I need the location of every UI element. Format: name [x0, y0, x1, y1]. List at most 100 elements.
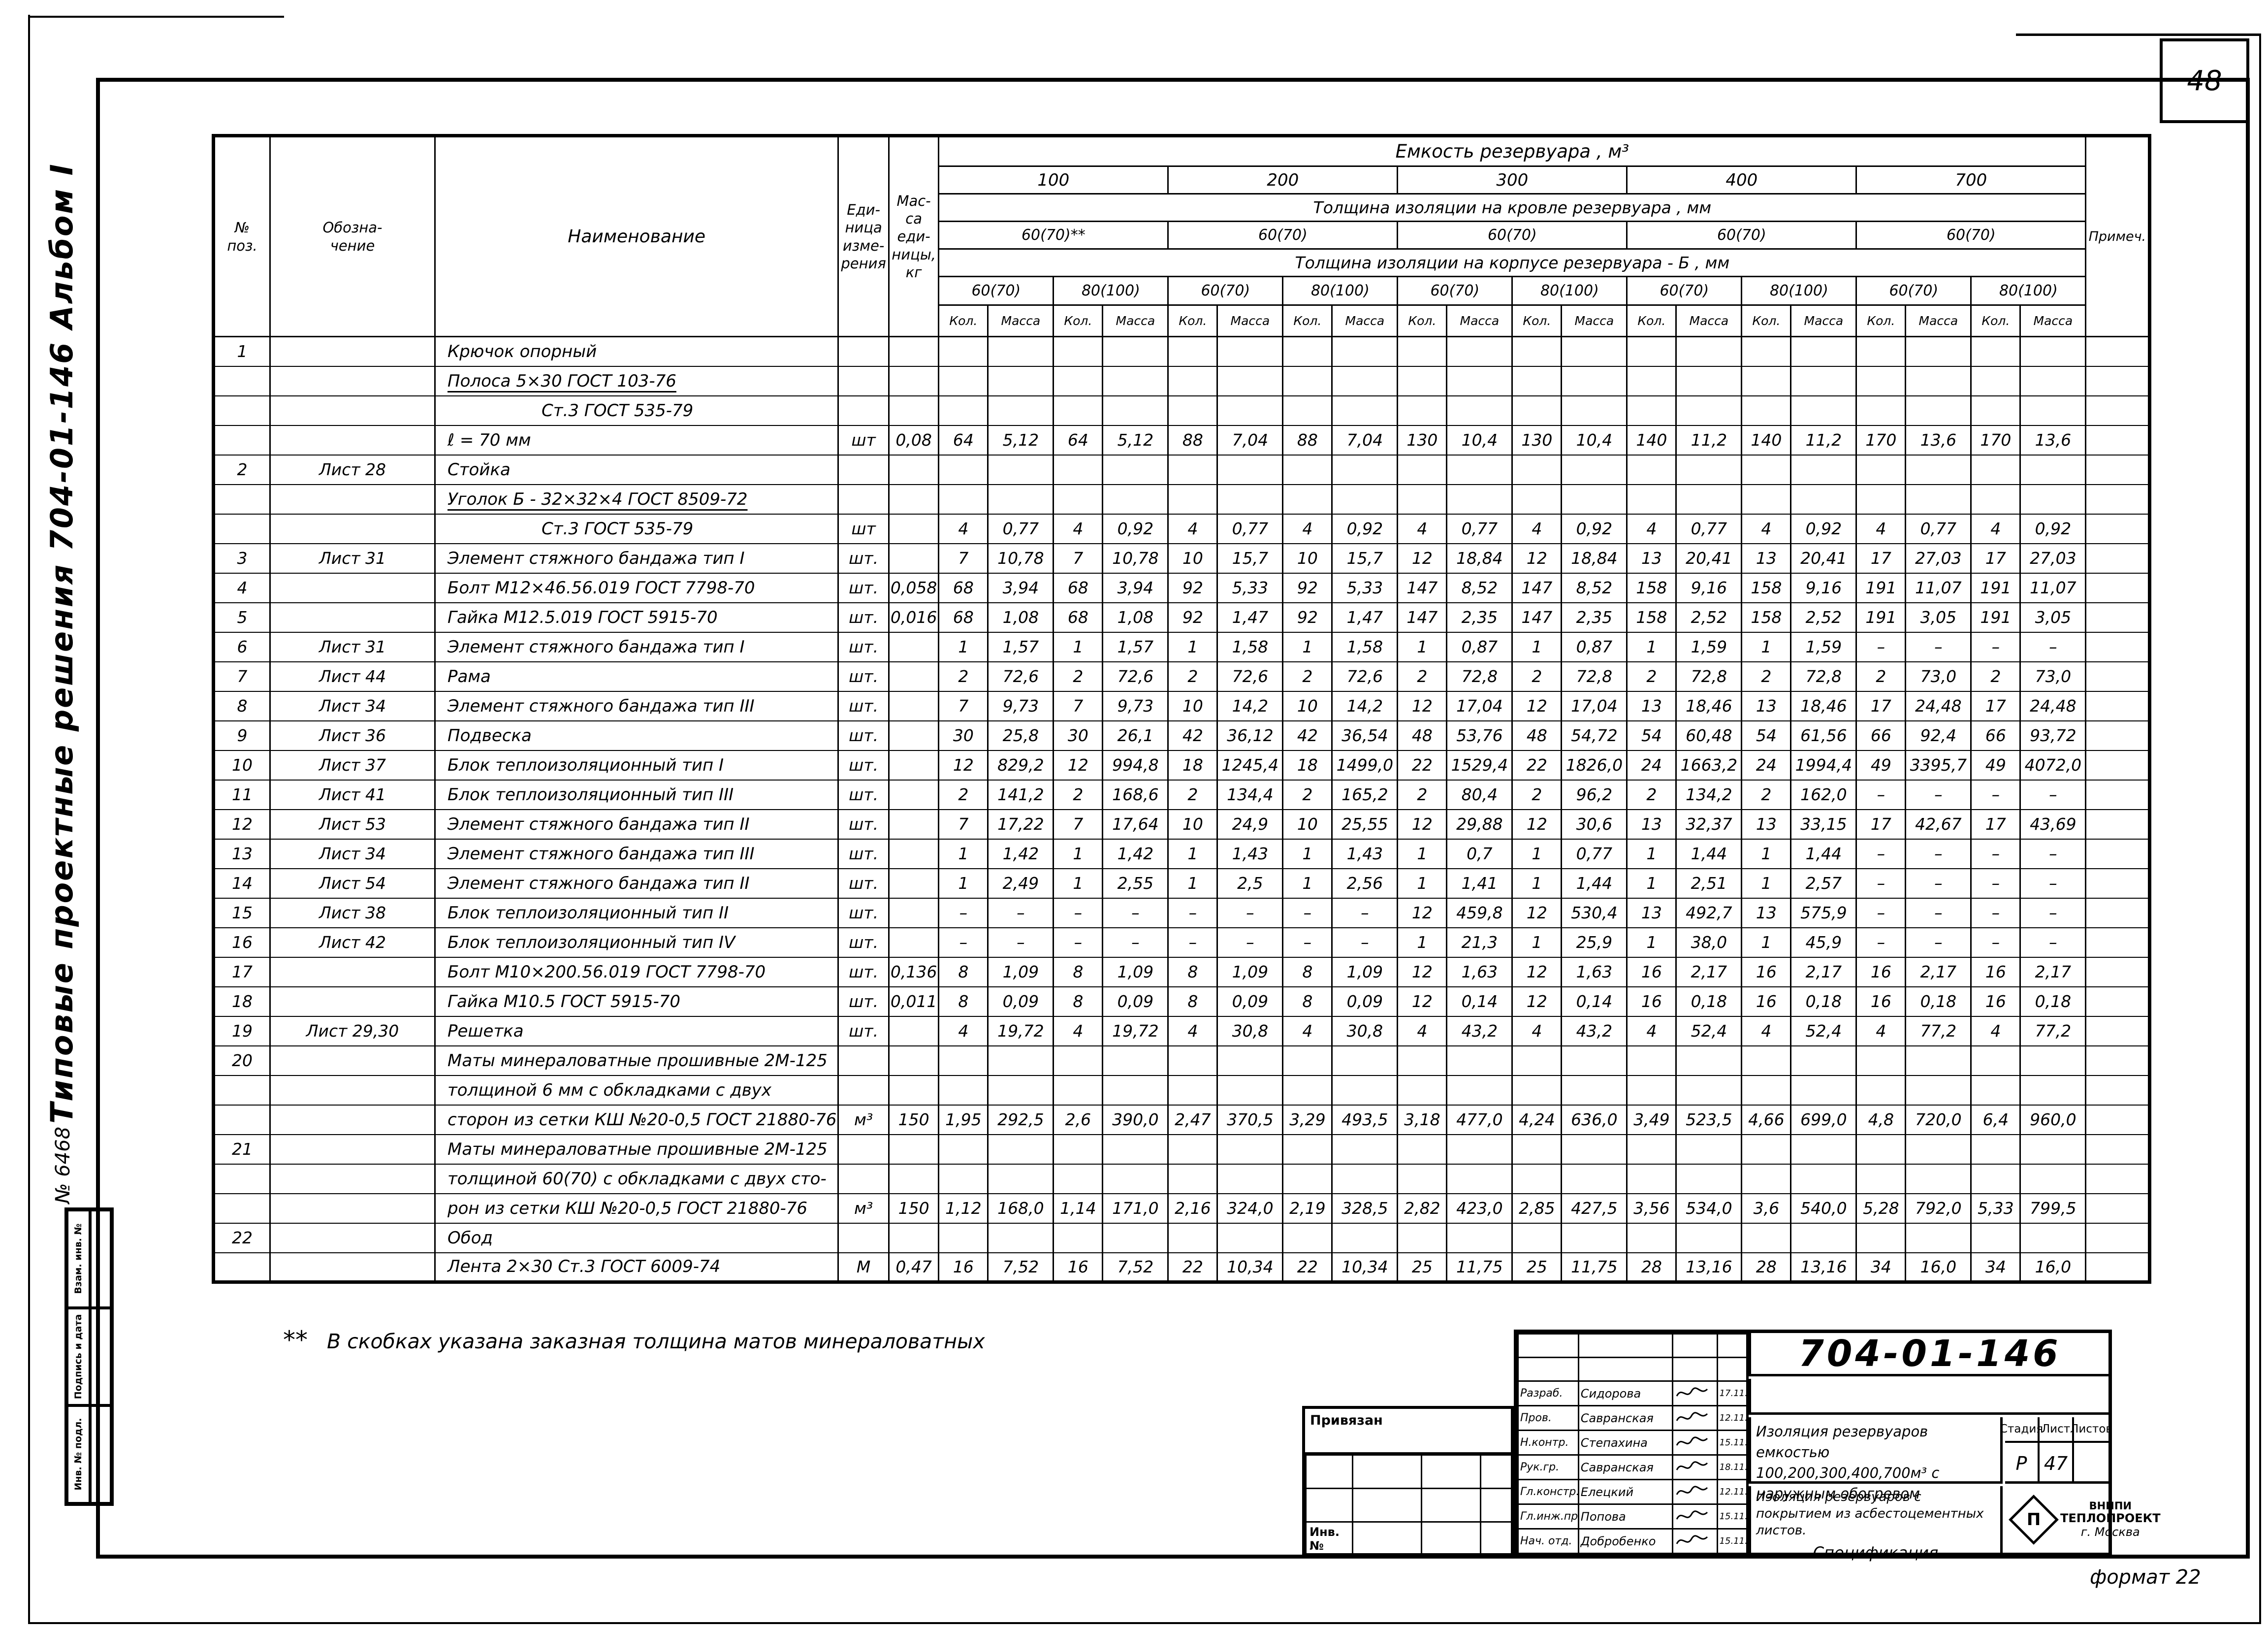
- mass-cell: 1,09: [1331, 956, 1399, 987]
- mass-cell: 60,48: [1675, 720, 1743, 751]
- empty-cell: [1626, 1163, 1677, 1194]
- empty-cell: [1446, 454, 1513, 485]
- header-capacity: 300: [1397, 165, 1628, 195]
- teploproekt-logo-icon: П: [2009, 1494, 2059, 1545]
- empty-cell: [1626, 1222, 1677, 1253]
- qty-cell: 10: [1282, 690, 1333, 721]
- sig-date-cell: 15.11.77: [1716, 1503, 1749, 1530]
- qty-cell: 16: [938, 1252, 989, 1283]
- stamp-cell-inv: Инв. № подл.: [67, 1405, 90, 1503]
- mass-cell: 575,9: [1790, 897, 1857, 928]
- empty-cell: [1561, 454, 1628, 485]
- signature-row: Н.контр.Степахина 15.11.77: [1517, 1430, 1749, 1456]
- qty-cell: 22: [1282, 1252, 1333, 1283]
- name-cell: Блок теплоизоляционный тип I: [434, 749, 839, 781]
- empty-cell: [938, 365, 989, 396]
- empty-cell: [1970, 336, 2021, 367]
- note-cell: [2085, 1252, 2151, 1283]
- mass-cell: 7,04: [1216, 424, 1284, 456]
- table-row: 2 Лист 28 Стойка: [213, 454, 2151, 485]
- empty-cell: [1741, 395, 1792, 426]
- mass-cell: 73,0: [2019, 661, 2087, 692]
- page-number: 48: [2187, 65, 2222, 97]
- empty-cell: [1102, 1045, 1169, 1076]
- mass-cell: 134,2: [1675, 779, 1743, 810]
- designation-cell: Лист 37: [269, 749, 436, 781]
- unit-cell: шт.: [837, 690, 890, 721]
- empty-cell: [1675, 1045, 1743, 1076]
- mass-cell: 72,6: [1331, 661, 1399, 692]
- unit-cell: [837, 1134, 890, 1165]
- mass-cell: 13,6: [2019, 424, 2087, 456]
- mass-cell: 1994,4: [1790, 749, 1857, 781]
- pos-cell: 13: [213, 838, 271, 869]
- mass-cell: 960,0: [2019, 1104, 2087, 1135]
- sig-date-cell: 15.11.77: [1716, 1430, 1749, 1456]
- mass-cell: 27,03: [2019, 543, 2087, 574]
- qty-cell: 1: [1511, 868, 1563, 899]
- note-cell: [2085, 484, 2151, 515]
- header-shell-thickness: 60(70): [1855, 276, 1972, 306]
- qty-cell: –: [1970, 838, 2021, 869]
- empty-cell: [1446, 336, 1513, 367]
- mass-cell: 540,0: [1790, 1193, 1857, 1224]
- mass-cell: 1,44: [1675, 838, 1743, 869]
- qty-cell: –: [938, 897, 989, 928]
- mass-cell: 0,77: [987, 513, 1054, 544]
- unit-mass-cell: 0,011: [888, 986, 940, 1017]
- stage-value: Р: [2005, 1443, 2040, 1484]
- pos-cell: 12: [213, 809, 271, 840]
- note-cell: [2085, 602, 2151, 633]
- empty-cell: [1790, 336, 1857, 367]
- empty-cell: [1446, 484, 1513, 515]
- designation-cell: Лист 34: [269, 690, 436, 721]
- empty-cell: [1102, 1163, 1169, 1194]
- mass-cell: 0,92: [2019, 513, 2087, 544]
- note-cell: [2085, 809, 2151, 840]
- empty-cell: [1511, 1045, 1563, 1076]
- qty-cell: 12: [1053, 749, 1104, 781]
- mass-cell: –: [1905, 631, 1972, 662]
- header-mass: Масса: [1561, 304, 1628, 337]
- qty-cell: 66: [1970, 720, 2021, 751]
- sig-empty-cell: [1517, 1357, 1579, 1382]
- mass-cell: –: [987, 927, 1054, 958]
- empty-cell: [1167, 336, 1218, 367]
- empty-cell: [938, 484, 989, 515]
- qty-cell: 88: [1282, 424, 1333, 456]
- qty-cell: 8: [1282, 986, 1333, 1017]
- unit-mass-cell: [888, 1163, 940, 1194]
- header-mass: Масса: [1790, 304, 1857, 337]
- note-cell: [2085, 897, 2151, 928]
- designation-cell: Лист 29,30: [269, 1015, 436, 1046]
- mass-cell: 38,0: [1675, 927, 1743, 958]
- unit-cell: шт.: [837, 631, 890, 662]
- sig-name-cell: Сидорова: [1577, 1380, 1674, 1406]
- empty-cell: [1397, 1163, 1448, 1194]
- empty-cell: [1905, 395, 1972, 426]
- mass-cell: 2,57: [1790, 868, 1857, 899]
- empty-cell: [1511, 454, 1563, 485]
- unit-cell: [837, 1075, 890, 1106]
- sheet-title-text: Изоляция резервуаров с покрытием из асбе…: [1756, 1490, 1984, 1538]
- qty-cell: 16: [1970, 986, 2021, 1017]
- pos-cell: 8: [213, 690, 271, 721]
- qty-cell: 4,66: [1741, 1104, 1792, 1135]
- table-row: толщиной 60(70) с обкладками с двух сто-: [213, 1163, 2151, 1194]
- empty-cell: [1397, 484, 1448, 515]
- qty-cell: 5,33: [1970, 1193, 2021, 1224]
- sig-scribble-cell: [1672, 1405, 1718, 1431]
- unit-cell: шт.: [837, 838, 890, 869]
- qty-cell: 54: [1741, 720, 1792, 751]
- qty-cell: 24: [1741, 749, 1792, 781]
- name-cell: Блок теплоизоляционный тип II: [434, 897, 839, 928]
- empty-cell: [1561, 336, 1628, 367]
- header-mass: Масса: [2019, 304, 2087, 337]
- designation-cell: [269, 1163, 436, 1194]
- empty-cell: [1626, 1075, 1677, 1106]
- empty-cell: [1626, 336, 1677, 367]
- mass-cell: 10,4: [1561, 424, 1628, 456]
- sig-scribble-cell: [1672, 1479, 1718, 1505]
- sheet-edge-top-right: [2016, 33, 2261, 36]
- empty-cell: [1053, 365, 1104, 396]
